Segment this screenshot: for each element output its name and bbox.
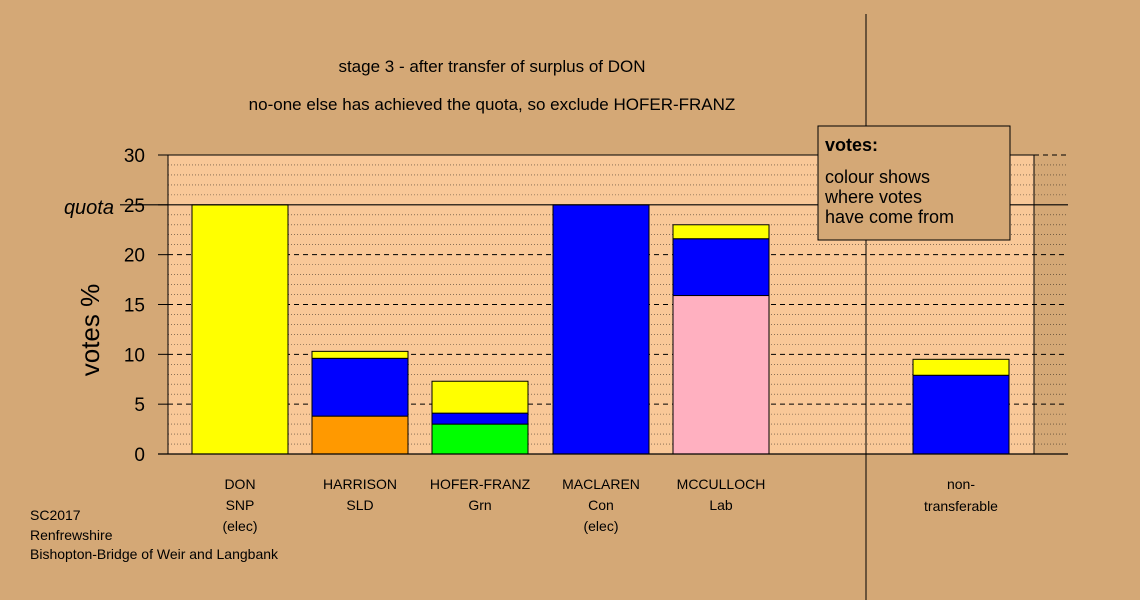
legend-line-2: where votes <box>824 187 922 207</box>
x-category-label: non- <box>947 476 975 492</box>
footer-line-3: Bishopton-Bridge of Weir and Langbank <box>30 546 279 562</box>
bar-segment <box>191 204 289 455</box>
footer-line-1: SC2017 <box>30 507 81 523</box>
y-tick-label: 25 <box>124 196 145 217</box>
x-category-label: SLD <box>346 497 373 513</box>
x-category-label: (elec) <box>222 518 257 534</box>
x-axis-labels: DON SNP (elec) HARRISON SLD HOFER-FRANZ Grn MAC… <box>222 476 998 534</box>
legend-title: votes: <box>825 135 878 155</box>
x-category-label: DON <box>224 476 255 492</box>
bar-segment <box>552 204 650 455</box>
x-category-label: HARRISON <box>323 476 397 492</box>
bar-segment <box>311 415 409 455</box>
bar-segment <box>311 357 409 417</box>
bar-segment <box>912 374 1010 455</box>
y-tick-label: 20 <box>124 246 145 267</box>
bar-segment <box>431 423 529 455</box>
x-category-label: Grn <box>468 497 491 513</box>
quota-label: quota <box>64 197 114 219</box>
x-category-label: Lab <box>709 497 733 513</box>
legend: votes: colour shows where votes have com… <box>817 125 1011 241</box>
y-tick-label: 30 <box>124 146 145 167</box>
x-category-label: (elec) <box>583 518 618 534</box>
footer: SC2017 Renfrewshire Bishopton-Bridge of … <box>30 507 279 562</box>
y-tick-label: 5 <box>134 395 145 416</box>
bar-segment <box>672 224 770 240</box>
y-axis: 0 5 10 15 20 25 30 <box>124 146 168 466</box>
bar-segment <box>431 412 529 425</box>
x-category-label: SNP <box>226 497 255 513</box>
y-axis-label: votes % <box>75 284 105 377</box>
x-category-label: HOFER-FRANZ <box>430 476 531 492</box>
x-category-label: MCCULLOCH <box>677 476 766 492</box>
bar-segment <box>672 295 770 455</box>
x-category-label: transferable <box>924 498 998 514</box>
bar-segment <box>311 350 409 359</box>
chart-subtitle: no-one else has achieved the quota, so e… <box>249 95 736 114</box>
bars <box>191 204 1010 455</box>
y-tick-label: 0 <box>134 445 145 466</box>
footer-line-2: Renfrewshire <box>30 527 113 543</box>
legend-line-3: have come from <box>825 207 954 227</box>
chart-title: stage 3 - after transfer of surplus of D… <box>338 57 645 76</box>
x-category-label: MACLAREN <box>562 476 640 492</box>
y-tick-label: 10 <box>124 345 145 366</box>
y-tick-label: 15 <box>124 296 145 317</box>
legend-box <box>817 125 1011 241</box>
bar-segment <box>912 358 1010 376</box>
x-category-label: Con <box>588 497 614 513</box>
bar-segment <box>672 238 770 297</box>
bar-segment <box>431 380 529 414</box>
legend-line-1: colour shows <box>825 167 930 187</box>
